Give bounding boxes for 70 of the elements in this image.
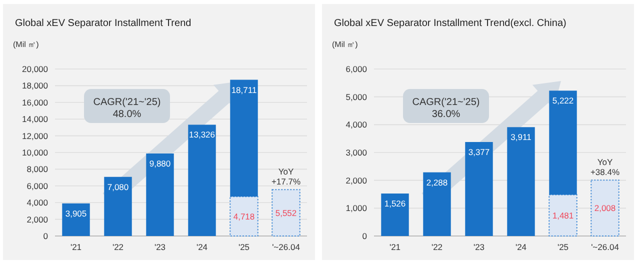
y-tick-label: 18,000 — [22, 80, 48, 91]
bar — [188, 124, 216, 236]
y-axis-title: (Mil ㎡) — [332, 40, 358, 49]
annotation: +38.4% — [590, 167, 620, 178]
x-tick-label: '~26.04 — [591, 242, 620, 252]
y-tick-label: 0 — [43, 231, 48, 241]
data-label: 1,481 — [552, 210, 574, 220]
y-tick-label: 16,000 — [22, 97, 48, 108]
annotation: CAGR('21~'25) — [412, 97, 480, 108]
y-tick-label: 20,000 — [22, 64, 48, 74]
x-tick-label: '23 — [473, 242, 485, 252]
data-label: 4,718 — [233, 211, 255, 222]
data-label: 7,080 — [107, 182, 129, 192]
y-tick-label: 14,000 — [22, 114, 48, 124]
total-label: 5,222 — [552, 96, 574, 106]
x-tick-label: '22 — [112, 242, 124, 252]
annotation: 48.0% — [112, 109, 142, 120]
data-label: 1,526 — [384, 198, 406, 209]
chart-title: Global xEV Separator Installment Trend — [15, 18, 192, 29]
x-tick-label: '25 — [557, 242, 569, 252]
bar — [590, 180, 620, 236]
y-tick-label: 8,000 — [26, 164, 48, 174]
y-axis-title: (Mil ㎡) — [13, 40, 40, 49]
chart-title: Global xEV Separator Installment Trend(excl. China) — [334, 18, 566, 29]
y-tick-label: 0 — [362, 231, 368, 241]
y-tick-label: 2,000 — [26, 214, 48, 224]
data-label: 3,377 — [468, 147, 490, 158]
annotation: +17.7% — [271, 176, 301, 187]
x-tick-label: '23 — [154, 242, 166, 252]
bar — [465, 142, 493, 236]
data-label: 2,288 — [426, 177, 448, 188]
bar — [507, 127, 535, 236]
data-label: 9,880 — [149, 158, 171, 168]
x-tick-label: '~26.04 — [272, 242, 300, 252]
data-label: 3,911 — [510, 132, 532, 142]
bar — [381, 194, 409, 236]
x-tick-label: '25 — [238, 242, 250, 252]
bar — [549, 90, 577, 195]
annotation: YoY — [278, 166, 294, 177]
y-tick-label: 1,000 — [346, 203, 368, 214]
y-tick-label: 4,000 — [26, 198, 48, 208]
data-label: 3,905 — [65, 208, 87, 218]
total-label: 18,711 — [231, 84, 257, 95]
data-label: 13,326 — [189, 130, 216, 140]
y-tick-label: 4,000 — [346, 120, 368, 130]
y-tick-label: 3,000 — [346, 148, 368, 158]
bar — [230, 196, 258, 236]
y-tick-label: 6,000 — [346, 64, 368, 74]
y-tick-label: 10,000 — [22, 148, 48, 158]
x-tick-label: '24 — [196, 242, 208, 252]
annotation: CAGR('21~'25) — [93, 97, 161, 108]
bar — [548, 194, 578, 236]
y-tick-label: 5,000 — [346, 92, 368, 102]
annotation: YoY — [597, 157, 613, 168]
y-tick-label: 2,000 — [346, 175, 368, 186]
data-label: 5,552 — [275, 208, 297, 218]
bar — [62, 203, 90, 236]
y-tick-label: 12,000 — [22, 130, 48, 141]
x-tick-label: '21 — [389, 242, 401, 252]
bar — [272, 189, 300, 236]
bar — [104, 176, 132, 236]
x-tick-label: '24 — [515, 242, 527, 252]
bar — [423, 172, 451, 236]
x-tick-label: '22 — [431, 242, 443, 252]
y-tick-label: 6,000 — [26, 180, 48, 191]
x-tick-label: '21 — [70, 242, 82, 252]
data-label: 2,008 — [594, 203, 616, 214]
bar — [230, 80, 258, 197]
annotation: 36.0% — [432, 109, 460, 120]
bar — [146, 154, 174, 236]
